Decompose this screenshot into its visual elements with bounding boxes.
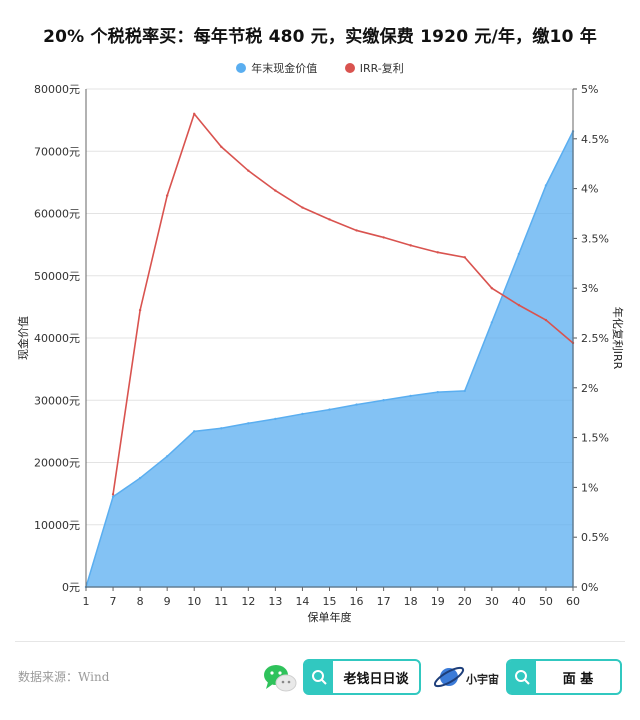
chart-legend: 年末现金价值 IRR-复利 [0,60,640,76]
cash-value-point [301,412,304,416]
cash-value-point [382,399,385,402]
wechat-icon [264,665,297,692]
chart-canvas: 0元10000元20000元30000元40000元50000元60000元70… [16,83,625,624]
x-tick-label: 60 [566,595,580,608]
left-tick-label: 0元 [62,581,80,594]
legend-label-irr: IRR-复利 [359,62,404,75]
right-tick-label: 4.5% [581,133,609,146]
irr-line [112,112,574,495]
x-tick-label: 40 [512,595,526,608]
x-tick-label: 8 [137,595,144,608]
cash-value-point [409,394,412,398]
right-tick-label: 5% [581,83,598,96]
left-tick-label: 60000元 [34,208,80,221]
right-tick-label: 4% [581,183,598,196]
cash-value-point [138,476,142,480]
x-tick-label: 50 [539,595,553,608]
right-tick-label: 1.5% [581,432,609,445]
brand-wechat-search[interactable]: 老钱日日谈 [303,659,421,695]
x-tick-label: 15 [323,595,337,608]
irr-point [409,244,412,247]
chart-title: 20% 个税税率买：每年节税 480 元，实缴保费 1920 元/年，缴10 年 [43,27,597,47]
x-tick-label: 7 [110,595,117,608]
irr-point [274,189,277,192]
left-tick-label: 30000元 [34,394,80,407]
irr-point [517,303,521,307]
cash-value-point [517,252,521,256]
cash-value-point [220,427,223,430]
irr-point [301,206,304,209]
right-tick-label: 0.5% [581,531,609,544]
right-tick-label: 1% [581,481,598,494]
cash-value-point [111,495,115,498]
cash-value-point [247,422,250,425]
right-tick-label: 0% [581,581,598,594]
left-axis-title: 现金价值 [16,316,30,360]
x-tick-label: 11 [214,595,228,608]
x-axis-title: 保单年度 [308,610,352,624]
legend-swatch-cash-value [236,63,247,73]
x-tick-label: 13 [268,595,282,608]
brand-podcast-search[interactable]: 面 基 [506,659,622,695]
irr-point [247,169,250,172]
left-tick-label: 40000元 [34,332,80,345]
data-source: 数据来源：Wind [18,670,110,684]
right-tick-label: 3.5% [581,232,609,245]
x-tick-label: 17 [377,595,391,608]
irr-point [193,112,196,116]
irr-point [490,287,494,290]
x-tick-label: 14 [295,595,309,608]
irr-point [436,251,439,254]
right-tick-label: 3% [581,282,598,295]
x-tick-label: 20 [458,595,472,608]
x-tick-label: 12 [241,595,255,608]
legend-item-cash-value[interactable]: 年末现金价值 [236,60,317,76]
brand-name-mianji: 面 基 [562,671,594,687]
cash-value-point [490,321,494,324]
legend-label-cash-value: 年末现金价值 [251,62,318,75]
x-tick-label: 30 [485,595,499,608]
left-tick-label: 10000元 [34,519,80,532]
legend-swatch-irr [344,63,355,73]
cash-value-point [328,408,331,411]
left-tick-label: 50000元 [34,270,80,283]
left-tick-label: 80000元 [34,83,80,96]
x-tick-label: 16 [350,595,364,608]
irr-point [355,229,358,232]
irr-point [463,256,466,259]
right-axis-title: 年化复利IRR [611,307,625,370]
irr-point [165,194,169,197]
x-tick-label: 18 [404,595,418,608]
brand-name-laoqian: 老钱日日谈 [343,671,409,687]
cash-value-area [84,130,574,588]
search-icon [305,661,333,693]
planet-icon [433,666,465,688]
brand-xiaoyuzhou: 小宇宙 [466,673,499,686]
footer-divider [15,641,625,642]
irr-point [138,308,142,312]
right-tick-label: 2.5% [581,332,609,345]
cash-value-point [436,390,439,394]
cash-value-point [274,417,277,421]
irr-point [328,218,331,221]
cash-value-point [463,389,466,393]
irr-point [382,236,385,239]
cash-value-point [193,430,196,433]
cash-value-point [165,455,169,458]
left-tick-label: 20000元 [34,457,80,470]
irr-point [111,493,115,496]
x-tick-label: 10 [187,595,201,608]
irr-point [544,318,548,322]
cash-value-point [355,403,358,406]
x-tick-label: 19 [431,595,445,608]
legend-item-irr[interactable]: IRR-复利 [344,60,404,76]
left-tick-label: 70000元 [34,145,80,158]
right-tick-label: 2% [581,382,598,395]
x-tick-label: 9 [164,595,171,608]
x-tick-label: 1 [83,595,90,608]
cash-value-point [544,184,548,187]
search-icon [508,661,536,693]
irr-point [220,145,223,148]
